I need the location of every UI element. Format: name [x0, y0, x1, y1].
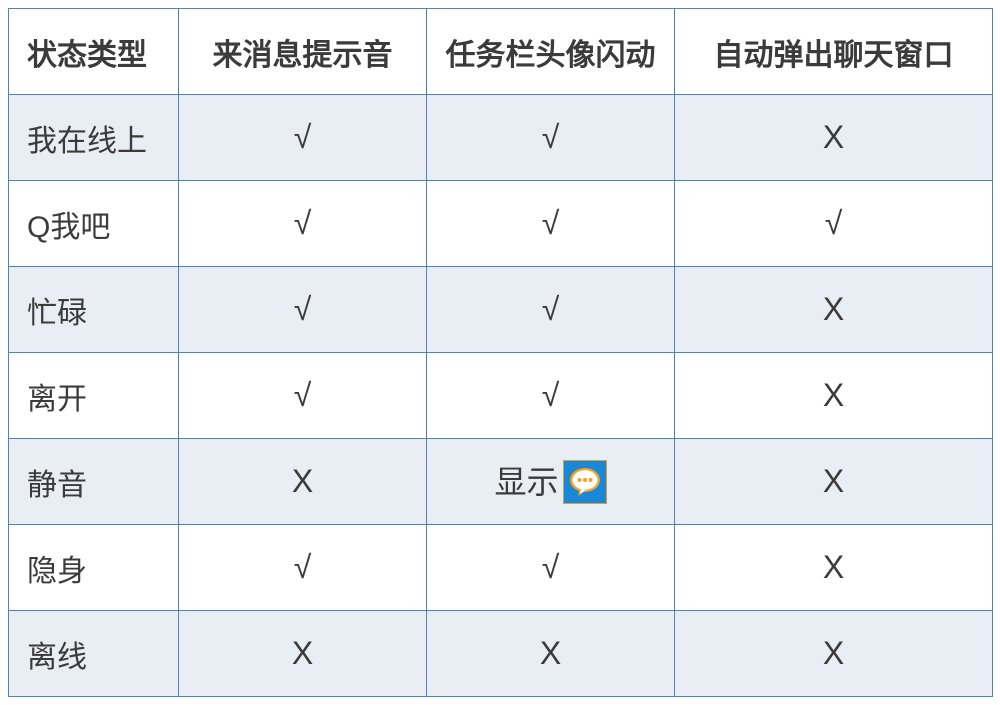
status-label: 隐身 — [9, 525, 179, 611]
status-label: Q我吧 — [9, 181, 179, 267]
popup-mark: X — [675, 525, 993, 611]
blink-mark: √ — [427, 525, 675, 611]
table-row: Q我吧 √ √ √ — [9, 181, 993, 267]
blink-special-cell: 显示 — [427, 439, 675, 525]
status-label: 静音 — [9, 439, 179, 525]
col-sound: 来消息提示音 — [179, 9, 427, 95]
table-row: 隐身 √ √ X — [9, 525, 993, 611]
popup-mark: X — [675, 439, 993, 525]
sound-mark: √ — [179, 181, 427, 267]
status-label: 我在线上 — [9, 95, 179, 181]
col-status-type: 状态类型 — [9, 9, 179, 95]
status-settings-table: 状态类型 来消息提示音 任务栏头像闪动 自动弹出聊天窗口 我在线上 √ √ X … — [8, 8, 993, 697]
blink-mark: X — [427, 611, 675, 697]
sound-mark: √ — [179, 525, 427, 611]
popup-mark: √ — [675, 181, 993, 267]
popup-mark: X — [675, 267, 993, 353]
table-header-row: 状态类型 来消息提示音 任务栏头像闪动 自动弹出聊天窗口 — [9, 9, 993, 95]
popup-mark: X — [675, 95, 993, 181]
col-popup: 自动弹出聊天窗口 — [675, 9, 993, 95]
table-row: 我在线上 √ √ X — [9, 95, 993, 181]
table-row: 离线 X X X — [9, 611, 993, 697]
table-row: 忙碌 √ √ X — [9, 267, 993, 353]
chat-bubble-icon — [563, 460, 607, 504]
col-blink: 任务栏头像闪动 — [427, 9, 675, 95]
sound-mark: √ — [179, 267, 427, 353]
blink-mark: √ — [427, 181, 675, 267]
sound-mark: X — [179, 439, 427, 525]
table-row: 离开 √ √ X — [9, 353, 993, 439]
blink-mark: √ — [427, 353, 675, 439]
popup-mark: X — [675, 611, 993, 697]
status-label: 离线 — [9, 611, 179, 697]
status-label: 离开 — [9, 353, 179, 439]
sound-mark: √ — [179, 95, 427, 181]
table-row: 静音 X 显示 — [9, 439, 993, 525]
popup-mark: X — [675, 353, 993, 439]
sound-mark: √ — [179, 353, 427, 439]
status-label: 忙碌 — [9, 267, 179, 353]
blink-mark: √ — [427, 95, 675, 181]
blink-special-text: 显示 — [494, 466, 558, 498]
blink-mark: √ — [427, 267, 675, 353]
sound-mark: X — [179, 611, 427, 697]
